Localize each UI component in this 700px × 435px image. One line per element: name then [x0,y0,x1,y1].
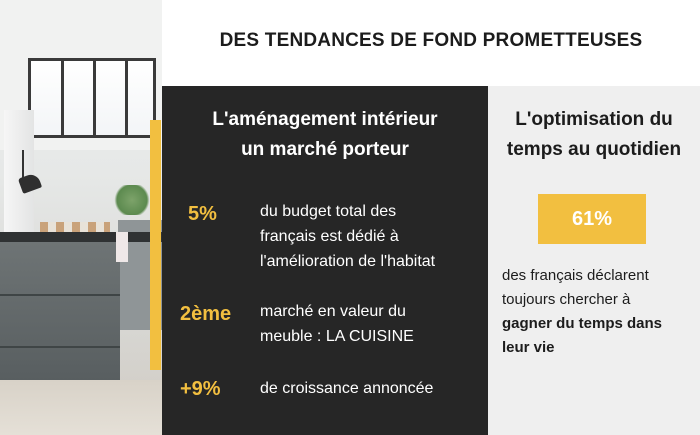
stat-text-budget: du budget total des français est dédié à… [260,199,435,274]
right-heading-line: temps au quotidien [506,139,682,160]
stat-text-line: du budget total des [260,203,397,220]
right-panel: L'optimisation du temps au quotidien 61%… [488,86,700,435]
photo-plant [112,185,152,215]
stat-value-growth: +9% [180,378,221,400]
stat-text-line: meuble : LA CUISINE [260,328,414,345]
photo-floor [0,380,162,435]
kitchen-photo [0,0,162,435]
island-drawer-line [0,294,120,296]
right-text-bold-line: leur vie [502,339,555,356]
photo-island [0,242,120,382]
stat-text-line: l'amélioration de l'habitat [260,253,436,270]
photo-lamp-arm [22,150,24,190]
photo-countertop [0,232,162,242]
island-drawer-line [0,346,120,348]
stat-value-rank: 2ème [180,303,232,325]
stat-value-budget: 5% [188,203,217,225]
accent-bar [150,120,161,370]
photo-towel [116,232,128,262]
stat-badge: 61% [538,194,646,244]
stat-text-growth: de croissance annoncée [260,376,433,401]
left-panel: L'aménagement intérieur un marché porteu… [162,86,488,435]
right-text-bold-line: gagner du temps dans [502,315,663,332]
right-text-line: des français déclarent [502,267,649,284]
stat-text-line: de croissance annoncée [260,380,434,397]
page-title: DES TENDANCES DE FOND PROMETTEUSES [219,30,643,51]
left-panel-heading: L'aménagement intérieur un marché porteu… [162,105,488,165]
photo-window [28,58,156,138]
left-heading-line: un marché porteur [241,139,409,160]
right-panel-heading: L'optimisation du temps au quotidien [488,105,700,165]
left-heading-line: L'aménagement intérieur [212,109,438,130]
window-mullion [93,61,96,135]
stat-text-line: marché en valeur du [260,303,406,320]
photo-counter-items [40,222,110,232]
window-mullion [61,61,64,135]
right-panel-text: des français déclarent toujours chercher… [502,264,698,360]
stat-text-line: français est dédié à [260,228,399,245]
stat-text-rank: marché en valeur du meuble : LA CUISINE [260,299,414,349]
right-heading-line: L'optimisation du [515,109,673,130]
window-mullion [125,61,128,135]
right-text-line: toujours chercher à [502,291,631,308]
